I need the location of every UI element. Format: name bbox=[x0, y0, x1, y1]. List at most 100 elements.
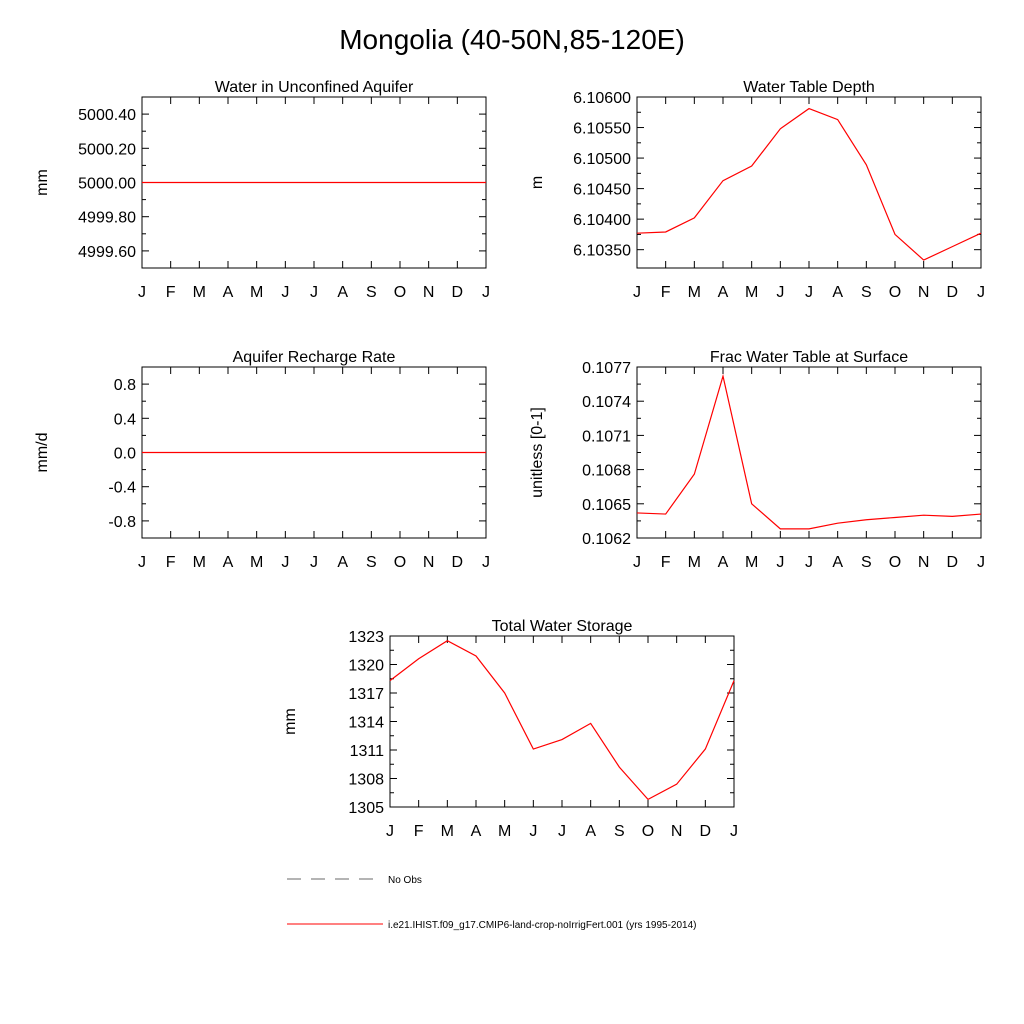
x-tick-label: J bbox=[310, 554, 318, 571]
y-tick-label: 0.1071 bbox=[582, 428, 631, 445]
data-point bbox=[808, 528, 810, 530]
data-point bbox=[894, 233, 896, 235]
x-tick-label: A bbox=[585, 823, 596, 840]
data-point bbox=[341, 451, 343, 453]
x-tick-label: J bbox=[529, 823, 537, 840]
y-tick-label: 0.4 bbox=[114, 411, 136, 428]
data-point bbox=[779, 528, 781, 530]
x-tick-label: O bbox=[889, 554, 901, 571]
data-point bbox=[313, 451, 315, 453]
plot-frame bbox=[636, 366, 982, 539]
x-tick-label: A bbox=[223, 284, 234, 301]
y-tick-label: 6.10350 bbox=[573, 243, 631, 260]
data-point bbox=[399, 451, 401, 453]
data-point bbox=[722, 375, 724, 377]
x-tick-label: A bbox=[471, 823, 482, 840]
data-point bbox=[750, 503, 752, 505]
y-tick-label: 0.1062 bbox=[582, 531, 631, 548]
data-point bbox=[618, 766, 620, 768]
x-tick-label: M bbox=[745, 284, 758, 301]
data-point bbox=[922, 514, 924, 516]
y-tick-label: 1308 bbox=[348, 772, 384, 789]
x-tick-label: J bbox=[281, 554, 289, 571]
data-point bbox=[980, 513, 982, 515]
x-tick-label: M bbox=[193, 284, 206, 301]
x-tick-label: N bbox=[918, 284, 930, 301]
data-point bbox=[836, 118, 838, 120]
data-point bbox=[198, 451, 200, 453]
data-point bbox=[561, 738, 563, 740]
y-tick-label: 6.10400 bbox=[573, 212, 631, 229]
data-point bbox=[255, 451, 257, 453]
x-tick-label: J bbox=[730, 823, 738, 840]
x-tick-label: F bbox=[166, 554, 176, 571]
y-tick-label: 5000.20 bbox=[78, 141, 136, 158]
x-tick-label: M bbox=[441, 823, 454, 840]
figure-title: Mongolia (40-50N,85-120E) bbox=[339, 24, 685, 55]
data-point bbox=[664, 513, 666, 515]
y-tick-label: 1323 bbox=[348, 629, 384, 646]
plot-frame bbox=[636, 96, 982, 269]
x-tick-label: M bbox=[250, 554, 263, 571]
data-point bbox=[456, 451, 458, 453]
data-point bbox=[693, 473, 695, 475]
data-point bbox=[485, 181, 487, 183]
x-tick-label: J bbox=[558, 823, 566, 840]
x-tick-label: M bbox=[745, 554, 758, 571]
x-tick-label: A bbox=[337, 284, 348, 301]
y-tick-label: 0.0 bbox=[114, 446, 136, 463]
data-point bbox=[779, 128, 781, 130]
x-tick-label: F bbox=[661, 554, 671, 571]
x-tick-label: J bbox=[977, 284, 985, 301]
x-tick-label: O bbox=[394, 284, 406, 301]
x-tick-label: O bbox=[642, 823, 654, 840]
panel-title: Water Table Depth bbox=[743, 79, 875, 96]
data-point bbox=[704, 748, 706, 750]
panel-title: Water in Unconfined Aquifer bbox=[215, 79, 414, 96]
legend-model-label: i.e21.IHIST.f09_g17.CMIP6-land-crop-noIr… bbox=[388, 920, 696, 931]
y-tick-label: 4999.80 bbox=[78, 210, 136, 227]
data-point bbox=[227, 181, 229, 183]
data-point bbox=[722, 179, 724, 181]
x-tick-label: M bbox=[250, 284, 263, 301]
data-point bbox=[341, 181, 343, 183]
data-point bbox=[503, 692, 505, 694]
y-axis-label: mm/d bbox=[34, 433, 51, 473]
series-line bbox=[636, 373, 982, 530]
x-tick-label: M bbox=[498, 823, 511, 840]
x-tick-label: J bbox=[633, 554, 641, 571]
data-point bbox=[313, 181, 315, 183]
data-point bbox=[284, 181, 286, 183]
y-tick-label: 0.8 bbox=[114, 377, 136, 394]
y-tick-label: 5000.00 bbox=[78, 176, 136, 193]
plot-frame bbox=[389, 635, 735, 808]
data-point bbox=[589, 722, 591, 724]
panel-title: Frac Water Table at Surface bbox=[710, 349, 908, 366]
data-point bbox=[865, 519, 867, 521]
data-point bbox=[750, 165, 752, 167]
x-tick-label: J bbox=[482, 554, 490, 571]
panel-4: Frac Water Table at Surface unitless [0-1… bbox=[529, 349, 985, 571]
x-tick-label: S bbox=[614, 823, 625, 840]
data-point bbox=[427, 181, 429, 183]
y-tick-label: 6.10450 bbox=[573, 182, 631, 199]
legend-obs-label: No Obs bbox=[388, 875, 422, 886]
x-tick-label: A bbox=[718, 284, 729, 301]
data-point bbox=[370, 451, 372, 453]
data-point bbox=[951, 245, 953, 247]
x-tick-label: F bbox=[661, 284, 671, 301]
data-point bbox=[427, 451, 429, 453]
data-point bbox=[255, 181, 257, 183]
y-tick-label: 5000.40 bbox=[78, 107, 136, 124]
data-point bbox=[227, 451, 229, 453]
panel-title: Total Water Storage bbox=[492, 618, 633, 635]
x-tick-label: J bbox=[310, 284, 318, 301]
x-tick-label: J bbox=[805, 284, 813, 301]
data-point bbox=[446, 640, 448, 642]
data-point bbox=[284, 451, 286, 453]
x-tick-label: N bbox=[918, 554, 930, 571]
